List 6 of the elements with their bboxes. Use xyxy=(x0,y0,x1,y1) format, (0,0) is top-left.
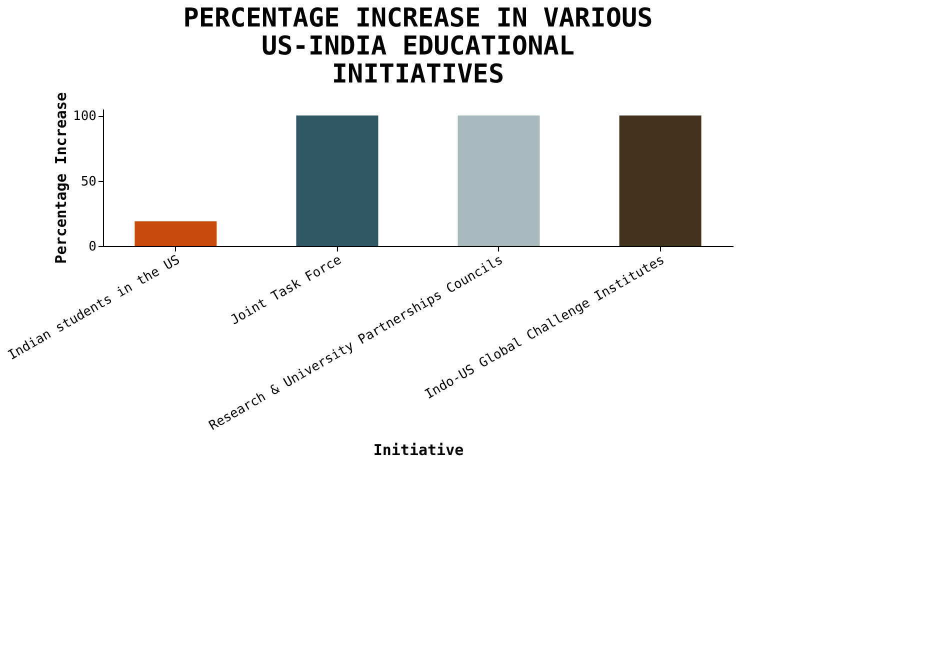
y-tick-label: 100 xyxy=(73,109,96,124)
chart-title: PERCENTAGE INCREASE IN VARIOUS US-INDIA EDUCATIONAL INITIATIVES xyxy=(183,4,653,90)
y-axis-title: Percentage Increase xyxy=(52,92,70,264)
y-tick-label: 0 xyxy=(88,240,96,254)
y-tick-label: 50 xyxy=(80,174,96,190)
x-axis-title: Initiative xyxy=(373,441,464,460)
